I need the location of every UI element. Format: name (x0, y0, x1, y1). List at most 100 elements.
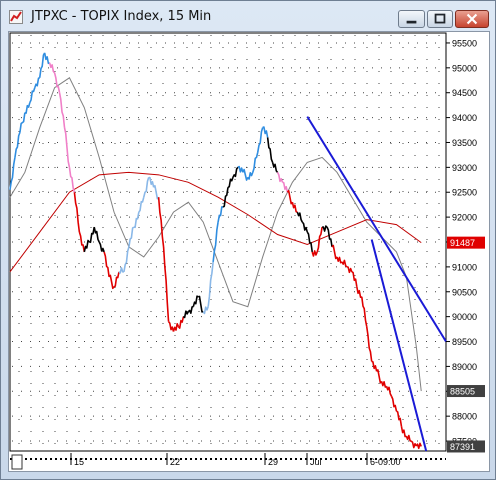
x-tick-label: 22 (170, 457, 180, 467)
price-segment (371, 360, 378, 372)
price-segment (19, 112, 26, 133)
y-tick-label: 92500 (452, 188, 477, 198)
scroll-handle[interactable] (11, 454, 23, 470)
price-segment (172, 323, 180, 332)
y-tick-label: 93500 (452, 138, 477, 148)
y-tick-label: 94000 (452, 113, 477, 123)
y-tick-label: 92000 (452, 213, 477, 223)
price-bars (9, 52, 422, 450)
price-segment (142, 177, 150, 198)
price-segment (133, 211, 140, 229)
price-segment (237, 165, 244, 173)
price-segment (198, 295, 204, 313)
price-segment (89, 226, 96, 244)
price-segment (385, 386, 393, 397)
price-segment (48, 62, 56, 74)
price-segment (148, 176, 155, 188)
price-segment (405, 434, 412, 442)
y-tick-label: 90000 (452, 312, 477, 322)
price-segment (360, 296, 368, 327)
price-segment (311, 250, 318, 257)
price-segment (396, 410, 403, 427)
price-segment (262, 126, 269, 138)
price-segment (400, 425, 407, 438)
price-segment (351, 271, 358, 287)
price-segment (162, 246, 170, 322)
y-axis: 95500 95000 94500 94000 93500 93000 92500 92000… (446, 38, 485, 453)
price-segment (296, 211, 304, 223)
maximize-button[interactable] (427, 10, 453, 28)
price-segment (103, 251, 110, 277)
price-segment (331, 244, 338, 260)
price-segment (266, 137, 274, 163)
price-segment (153, 184, 160, 200)
price-segment (123, 246, 130, 272)
price-segment (322, 225, 328, 232)
y-tick-label: 89000 (452, 362, 477, 372)
price-segment (68, 167, 76, 193)
fast-ma-line (9, 77, 422, 392)
price-segment (286, 189, 294, 205)
price-segment (93, 226, 100, 243)
price-segment (227, 177, 234, 189)
price-segment (29, 87, 36, 103)
price-segment (138, 197, 145, 213)
minimize-button[interactable] (398, 10, 425, 28)
price-segment (24, 102, 31, 114)
y-tick-label: 90500 (452, 287, 477, 297)
trendline (370, 239, 428, 452)
chart-app-icon (9, 10, 23, 24)
price-segment (58, 92, 66, 128)
price-segment (118, 267, 124, 274)
price-segment (187, 305, 194, 314)
price-segment (217, 206, 224, 223)
close-button[interactable] (455, 10, 489, 28)
y-tick-label: 93000 (452, 163, 477, 173)
price-segment (282, 181, 289, 193)
price-segment (202, 306, 209, 315)
price-segment (242, 168, 249, 181)
price-segment (247, 172, 254, 180)
price-segment (63, 127, 71, 168)
moving-averages (9, 77, 422, 392)
price-label-bg (447, 385, 485, 398)
price-segment (157, 197, 165, 248)
price-segment (177, 316, 185, 329)
slow-ma-line (9, 171, 422, 273)
y-tick-label: 91000 (452, 262, 477, 272)
price-segment (306, 231, 314, 253)
price-segment (113, 271, 120, 288)
y-tick-label: 88000 (452, 412, 477, 422)
price-chart[interactable]: 95500 95000 94500 94000 93500 93000 92500 92000… (9, 32, 489, 471)
trendline (306, 116, 447, 343)
price-segment (336, 256, 343, 264)
price-segment (316, 226, 323, 253)
maximize-icon (434, 13, 446, 24)
price-segment (356, 286, 363, 299)
y-tick-label: 95000 (452, 63, 477, 73)
price-segment (232, 166, 239, 178)
price-segment (256, 127, 264, 153)
price-segment (182, 310, 190, 319)
price-segment (9, 157, 16, 190)
price-segment (252, 152, 259, 173)
price-segment (207, 261, 214, 307)
price-segment (346, 266, 353, 274)
chart-frame: 95500 95000 94500 94000 93500 93000 92500 92000… (8, 31, 490, 472)
price-segment (326, 226, 333, 248)
x-tick-label: 6-09:00 (370, 457, 401, 467)
trendlines (306, 116, 447, 452)
x-tick-label: 15 (74, 457, 84, 467)
price-segment (128, 226, 135, 248)
close-icon (466, 13, 478, 25)
y-tick-label: 89500 (452, 337, 477, 347)
price-segment (167, 321, 175, 332)
price-segment (192, 295, 199, 307)
price-segment (212, 221, 219, 262)
price-segment (271, 162, 279, 173)
price-label-bg (447, 236, 485, 249)
minimize-icon (406, 20, 417, 24)
price-segment (380, 381, 387, 388)
x-tick-label: 29 (268, 457, 278, 467)
title-bar[interactable]: JTPXC - TOPIX Index, 15 Min (1, 1, 495, 31)
